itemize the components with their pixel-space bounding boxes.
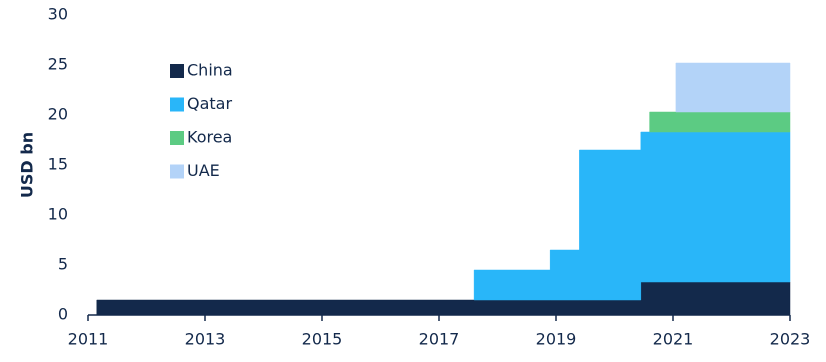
y-tick-label: 15 xyxy=(48,155,68,174)
y-tick-label: 20 xyxy=(48,105,68,124)
area xyxy=(473,131,791,301)
area xyxy=(649,111,791,133)
y-tick-label: 10 xyxy=(48,205,68,224)
legend-swatch xyxy=(170,64,184,78)
y-tick-label: 25 xyxy=(48,55,68,74)
y-tick-label: 30 xyxy=(48,5,68,24)
legend-swatch xyxy=(170,97,184,112)
y-axis-label: USD bn xyxy=(18,132,37,198)
x-tick-label: 2021 xyxy=(653,330,694,349)
x-tick-label: 2011 xyxy=(68,330,109,349)
legend-label: UAE xyxy=(187,161,220,180)
x-tick-label: 2019 xyxy=(536,330,577,349)
legend-swatch xyxy=(170,131,184,145)
x-tick-label: 2017 xyxy=(419,330,460,349)
x-tick-label: 2023 xyxy=(770,330,811,349)
x-tick-label: 2015 xyxy=(302,330,343,349)
legend-label: Korea xyxy=(187,128,232,147)
legend-label: China xyxy=(187,61,233,80)
area xyxy=(675,62,791,113)
area xyxy=(96,281,791,316)
legend-label: Qatar xyxy=(187,94,232,113)
x-tick-label: 2013 xyxy=(185,330,226,349)
legend-swatch xyxy=(170,164,184,179)
y-tick-label: 0 xyxy=(58,305,68,324)
y-tick-label: 5 xyxy=(58,255,68,274)
